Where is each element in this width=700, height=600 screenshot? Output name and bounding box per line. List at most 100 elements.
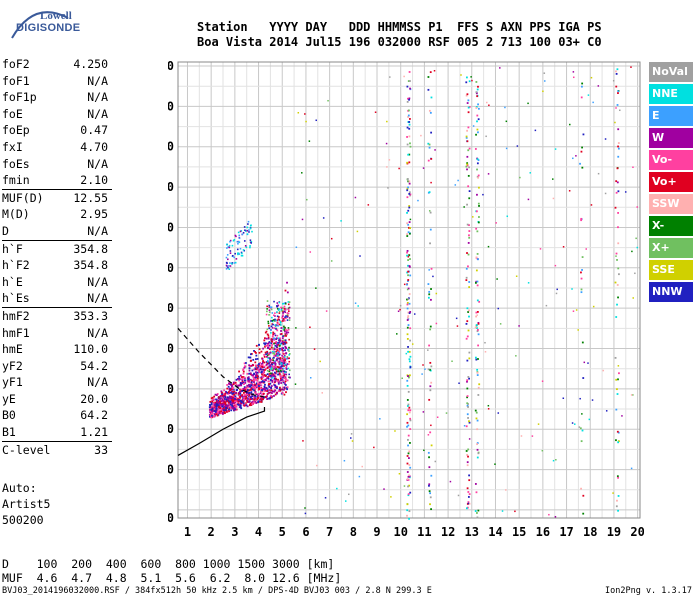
echo-point [276,307,279,310]
param-value: 110.0 [73,342,108,357]
echo-point [408,475,411,478]
echo-point [233,395,236,398]
echo-point [260,396,263,399]
echo-point [580,288,583,291]
echo-point [252,384,255,386]
echo-point [590,76,593,79]
y-tick-label: 200 [168,463,174,477]
echo-point [278,370,281,373]
echo-point [281,376,284,379]
echo-point [250,353,252,356]
echo-point [281,368,284,371]
echo-point [406,196,409,199]
echo-point [406,425,408,428]
x-tick-label: 17 [559,525,573,539]
echo-point [617,378,619,381]
echo-point [284,317,287,320]
echo-point [429,361,432,364]
echo-point [268,373,271,375]
echo-point [422,411,425,413]
echo-point [284,371,286,374]
echo-point [267,342,270,345]
echo-point [226,391,229,394]
echo-point [241,252,243,255]
echo-point [288,317,291,319]
echo-point [238,379,241,382]
echo-point [262,387,265,390]
echo-point [234,401,237,404]
echo-point [243,362,246,365]
echo-point [618,372,620,375]
echo-point [226,392,229,395]
echo-point [246,400,249,402]
echo-point [407,209,410,212]
echo-point [545,304,548,307]
echo-point [436,416,439,419]
echo-point [261,368,263,371]
echo-point [581,256,584,258]
echo-point [279,343,282,346]
echo-point [221,396,224,399]
echo-point [406,338,409,340]
param-name: foF1 [2,73,30,88]
echo-point [403,485,406,487]
echo-point [246,393,249,395]
echo-point [616,303,618,306]
station-header: Station YYYY DAY DDD HHMMSS P1 FFS S AXN… [197,20,602,50]
echo-point [234,234,237,237]
param-row: h`Es N/A [2,290,112,307]
echo-point [230,396,232,399]
echo-point [282,349,285,352]
echo-point [223,403,225,405]
param-value: 2.10 [80,173,108,188]
echo-point [213,405,216,408]
echo-point [458,382,460,384]
echo-point [274,393,277,396]
echo-point [211,400,214,403]
echo-point [277,304,280,307]
echo-point [262,398,264,401]
echo-point [518,325,520,327]
echo-point [259,364,262,367]
echo-point [230,399,233,402]
logo-digisonde: DIGISONDE [16,22,81,34]
echo-point [274,348,276,350]
echo-point [225,391,227,394]
echo-point [252,387,255,389]
echo-point [243,240,246,242]
echo-point [232,396,234,399]
echo-point [251,388,254,391]
echo-point [429,211,432,214]
echo-point [505,120,508,123]
echo-point [354,196,357,199]
echo-point [268,391,271,394]
echo-point [615,505,618,508]
echo-point [309,377,312,379]
echo-point [235,403,238,406]
echo-point [406,307,409,310]
echo-point [476,175,479,178]
echo-point [249,246,251,249]
echo-point [274,372,277,375]
echo-point [262,370,265,373]
echo-point [242,392,245,394]
echo-point [273,352,275,354]
y-tick-label: 600 [168,301,174,315]
echo-point [268,325,270,327]
echo-point [281,360,284,363]
echo-point [274,380,277,383]
echo-point [253,368,255,371]
echo-point [254,387,257,390]
legend-item: Vo- [649,150,693,170]
echo-point [617,145,619,148]
echo-point [284,359,286,362]
echo-point [478,216,480,218]
echo-point [477,176,480,179]
echo-point [407,485,409,488]
echo-point [263,380,266,383]
echo-point [233,400,236,403]
echo-point [406,478,409,480]
echo-point [580,217,583,220]
echo-point [271,372,274,375]
echo-point [288,357,290,360]
